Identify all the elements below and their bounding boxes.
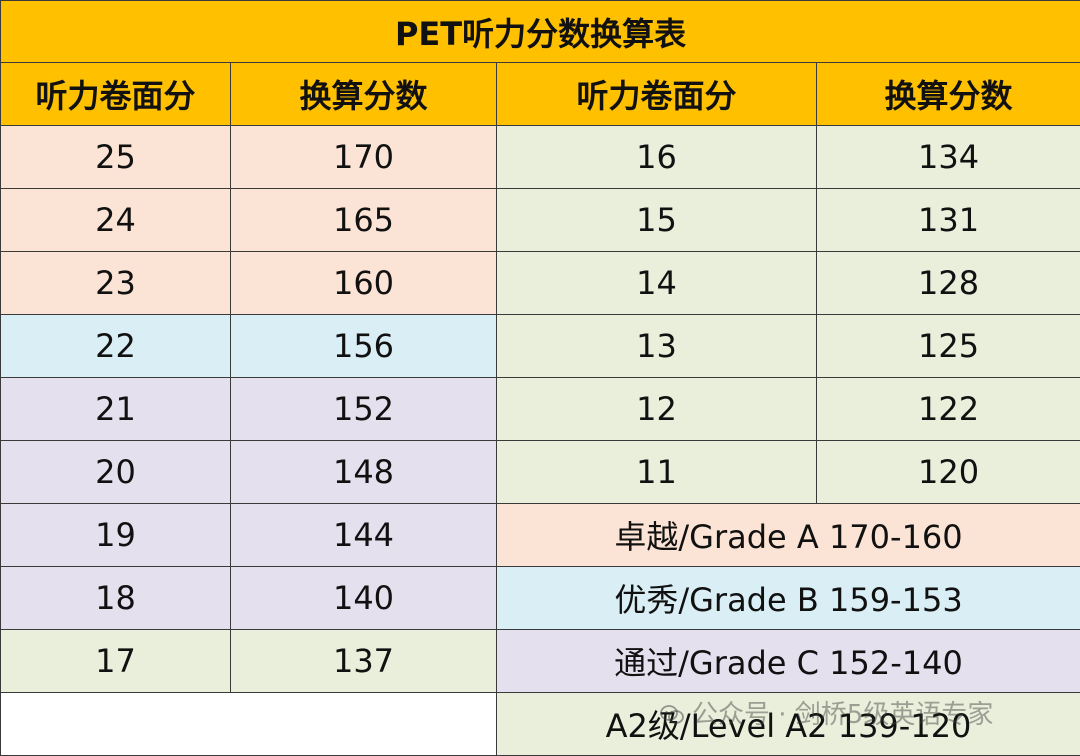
raw-score-cell: 14	[497, 252, 817, 315]
raw-score-cell: 18	[1, 567, 231, 630]
converted-score-cell: 125	[817, 315, 1080, 378]
converted-score-cell: 160	[231, 252, 497, 315]
converted-score-cell: 131	[817, 189, 1080, 252]
raw-score-cell: 22	[1, 315, 231, 378]
header-converted-score-left: 换算分数	[231, 63, 497, 126]
converted-score-cell: 122	[817, 378, 1080, 441]
converted-score-cell: 156	[231, 315, 497, 378]
raw-score-cell: 24	[1, 189, 231, 252]
empty-cell	[1, 693, 497, 756]
converted-score-cell: 137	[231, 630, 497, 693]
converted-score-cell: 165	[231, 189, 497, 252]
converted-score-cell: 134	[817, 126, 1080, 189]
raw-score-cell: 21	[1, 378, 231, 441]
table-title: PET听力分数换算表	[1, 1, 1080, 63]
table-row: A2级/Level A2 139-120	[1, 693, 1080, 756]
converted-score-cell: 140	[231, 567, 497, 630]
raw-score-cell: 12	[497, 378, 817, 441]
converted-score-cell: 128	[817, 252, 1080, 315]
raw-score-cell: 23	[1, 252, 231, 315]
grade-band-cell: 卓越/Grade A 170-160	[497, 504, 1080, 567]
raw-score-cell: 20	[1, 441, 231, 504]
converted-score-cell: 144	[231, 504, 497, 567]
raw-score-cell: 16	[497, 126, 817, 189]
title-row: PET听力分数换算表	[1, 1, 1080, 63]
converted-score-cell: 148	[231, 441, 497, 504]
raw-score-cell: 13	[497, 315, 817, 378]
grade-band-cell: A2级/Level A2 139-120	[497, 693, 1080, 756]
raw-score-cell: 11	[497, 441, 817, 504]
converted-score-cell: 120	[817, 441, 1080, 504]
converted-score-cell: 170	[231, 126, 497, 189]
raw-score-cell: 25	[1, 126, 231, 189]
raw-score-cell: 19	[1, 504, 231, 567]
raw-score-cell: 15	[497, 189, 817, 252]
grade-band-cell: 优秀/Grade B 159-153	[497, 567, 1080, 630]
raw-score-cell: 17	[1, 630, 231, 693]
header-converted-score-right: 换算分数	[817, 63, 1080, 126]
converted-score-cell: 152	[231, 378, 497, 441]
grade-band-cell: 通过/Grade C 152-140	[497, 630, 1080, 693]
header-row: 听力卷面分 换算分数 听力卷面分 换算分数	[1, 63, 1080, 126]
header-raw-score-right: 听力卷面分	[497, 63, 817, 126]
header-raw-score-left: 听力卷面分	[1, 63, 231, 126]
